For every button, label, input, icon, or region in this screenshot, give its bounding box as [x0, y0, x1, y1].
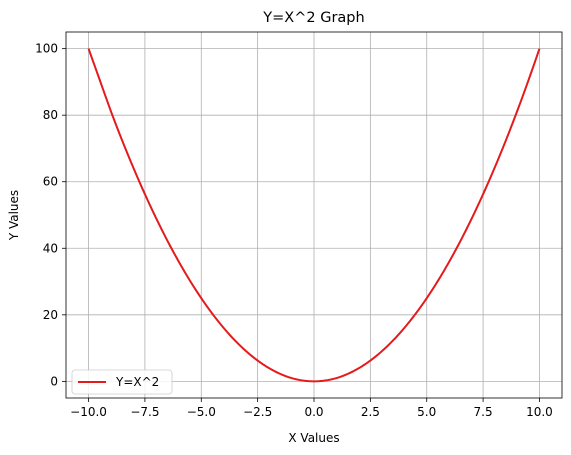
y-tick-label: 40	[43, 241, 58, 255]
x-axis-ticks: −10.0 −7.5 −5.0 −2.5 0.0 2.5 5.0 7.5 10.0	[70, 398, 553, 419]
series-line-y-x2	[87, 48, 541, 383]
chart-title: Y=X^2 Graph	[262, 10, 364, 26]
x-tick-label: −7.5	[130, 405, 159, 419]
x-tick-label: 2.5	[361, 405, 380, 419]
x-tick-label: −10.0	[70, 405, 107, 419]
y-tick-label: 80	[43, 108, 58, 122]
y-tick-label: 60	[43, 175, 58, 189]
y-axis-ticks: 0 20 40 60 80 100	[35, 42, 66, 388]
y-tick-label: 100	[35, 42, 58, 56]
y-tick-label: 20	[43, 308, 58, 322]
x-tick-label: −5.0	[187, 405, 216, 419]
legend: Y=X^2	[71, 369, 173, 395]
x-tick-label: 5.0	[417, 405, 436, 419]
x-tick-label: 10.0	[526, 405, 553, 419]
y-tick-label: 0	[50, 374, 58, 388]
legend-box	[71, 369, 173, 395]
x-tick-label: −2.5	[243, 405, 272, 419]
x-tick-label: 0.0	[304, 405, 323, 419]
y-axis-label: Y Values	[7, 190, 21, 241]
x-axis-label: X Values	[288, 431, 339, 445]
series-layer	[87, 48, 541, 383]
x-tick-label: 7.5	[474, 405, 493, 419]
legend-label-y-x2: Y=X^2	[115, 375, 159, 389]
